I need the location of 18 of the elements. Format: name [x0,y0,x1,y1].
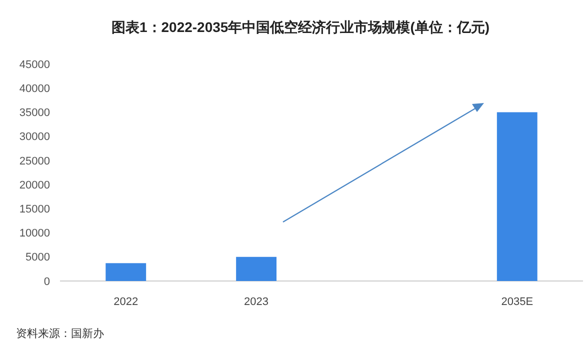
y-tick-label: 30000 [19,131,50,144]
y-tick-label: 5000 [26,252,50,264]
x-tick-label: 2035E [501,296,534,308]
bar [106,263,146,281]
y-tick-label: 40000 [19,82,50,95]
bar [236,256,277,281]
x-tick-label: 2023 [244,296,269,308]
y-tick-label: 35000 [19,107,50,120]
x-tick-label: 2022 [114,296,138,308]
y-tick-label: 0 [44,276,50,288]
y-tick-label: 25000 [19,155,50,168]
chart-title: 图表1：2022-2035年中国低空经济行业市场规模(单位：亿元) [111,19,490,35]
bar [496,112,538,281]
text: 资料来源：国新办 [16,327,104,340]
y-tick-label: 45000 [19,58,50,71]
y-tick-label: 15000 [19,204,50,216]
y-tick-label: 20000 [19,179,50,192]
y-tick-label: 10000 [19,228,50,240]
